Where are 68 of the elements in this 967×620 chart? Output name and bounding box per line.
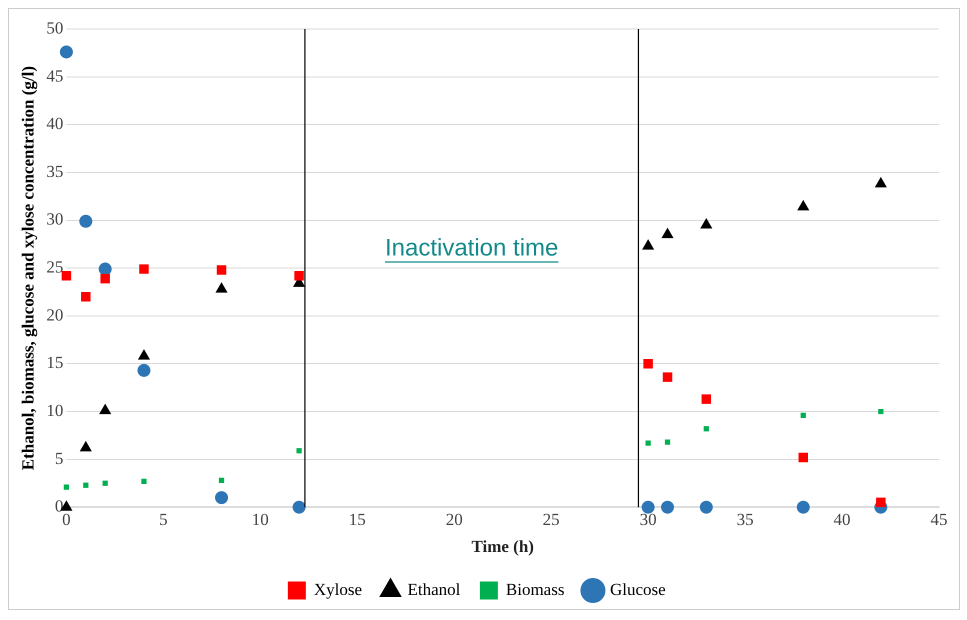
point [875,177,887,188]
legend-label: Ethanol [408,580,461,599]
x-axis-title: Time (h) [471,537,534,556]
legend-label: Biomass [506,580,564,599]
point [662,228,674,238]
x-tick-label: 15 [348,510,366,529]
point [137,364,150,377]
point [662,372,672,382]
y-tick-label: 0 [54,496,64,516]
y-tick-label: 35 [46,162,64,181]
point [62,271,72,280]
point [700,500,713,514]
y-tick-label: 10 [46,401,64,420]
point [700,218,712,229]
point [642,500,655,514]
x-tick-label: 40 [834,510,851,529]
y-tick-label: 25 [46,258,64,277]
point [83,482,88,488]
point [876,498,886,508]
point [296,448,302,454]
y-tick-label: 50 [46,18,64,38]
point [292,500,306,514]
point [294,271,304,280]
x-tick-label: 5 [159,510,168,529]
point [138,350,150,360]
point [216,282,228,293]
point [661,500,674,514]
point [798,200,809,210]
point [646,440,651,446]
point [642,240,654,250]
y-tick-label: 5 [54,448,64,468]
annotation: Inactivation time [384,234,558,262]
x-tick-label: 45 [930,510,948,529]
y-tick-label: 40 [46,114,64,134]
y-tick-label: 20 [46,305,64,324]
x-tick-label: 35 [736,510,754,529]
point [643,359,653,368]
point [800,412,806,418]
point [141,478,147,484]
point [100,274,110,284]
point [218,478,224,484]
point [99,404,111,414]
point [798,452,808,462]
point [216,265,226,275]
x-tick-label: 20 [446,510,463,529]
y-tick-label: 15 [46,353,64,372]
x-tick-label: 30 [640,510,657,529]
point [702,394,712,404]
y-tick-label: 45 [46,66,64,86]
point [79,214,92,228]
point [60,45,73,58]
point [139,264,149,274]
x-tick-label: 25 [542,510,560,529]
point [878,408,884,414]
point [704,426,709,432]
point [215,491,228,504]
point [664,440,670,445]
x-tick-label: 10 [252,510,269,529]
point [102,480,108,486]
legend-label: Xylose [314,580,362,599]
y-axis-title: Ethanol, biomass, glucose and xylose concentration (g/l) [18,66,38,470]
point [796,500,810,514]
point [98,262,112,276]
y-tick-label: 30 [46,210,64,229]
point [80,441,92,452]
point [81,292,91,302]
legend-label: Glucose [610,580,666,599]
point [64,484,70,490]
